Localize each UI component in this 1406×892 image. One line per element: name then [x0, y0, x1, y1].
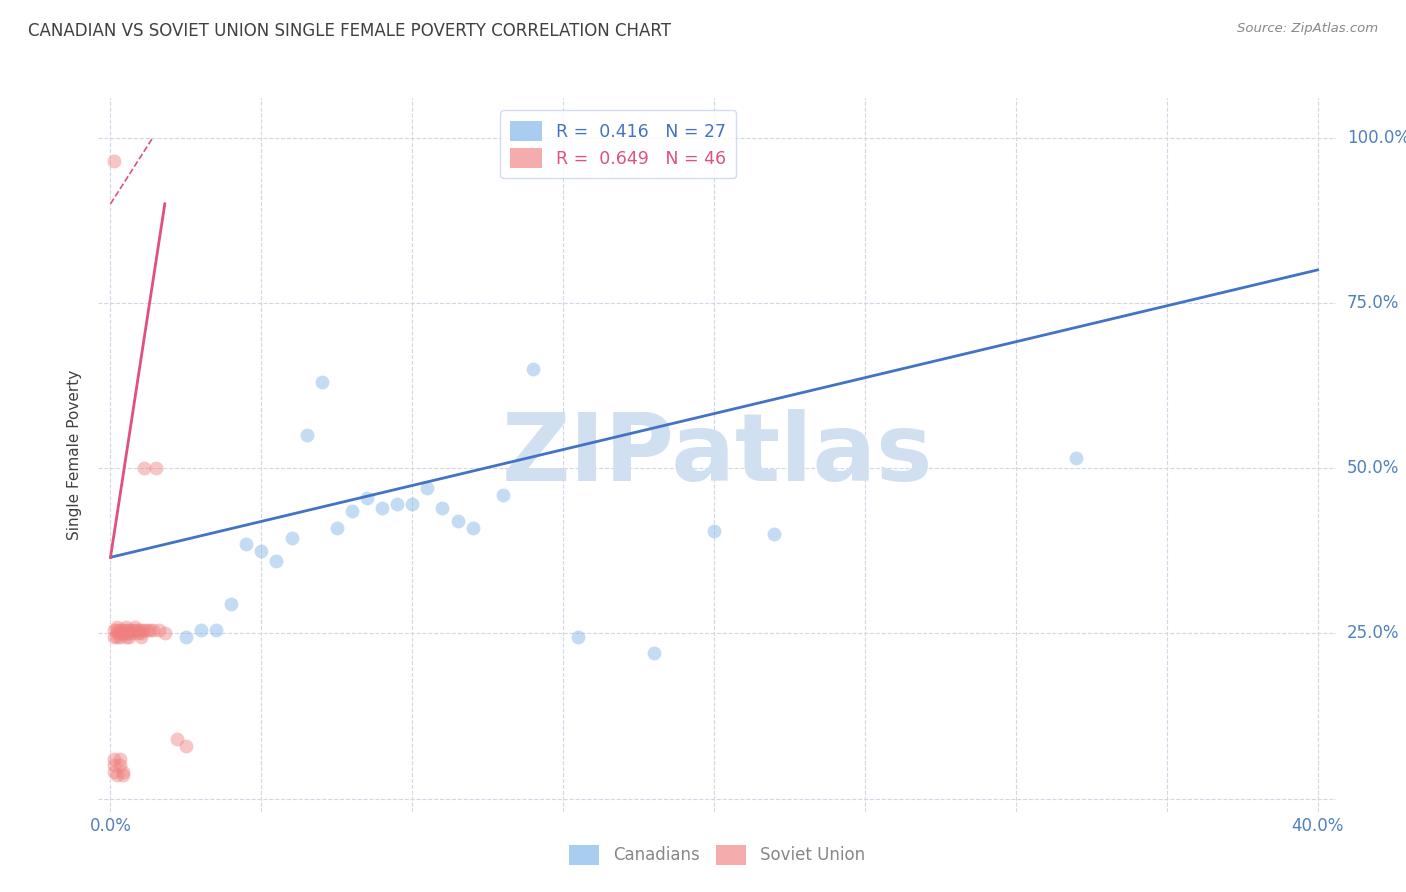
Point	[492, 487, 515, 501]
Point	[103, 765, 125, 780]
Point	[108, 630, 131, 644]
Text: ZIPatlas: ZIPatlas	[502, 409, 932, 501]
Point	[105, 768, 128, 782]
Point	[385, 498, 408, 512]
Text: Source: ZipAtlas.com: Source: ZipAtlas.com	[1237, 22, 1378, 36]
Point	[1064, 451, 1087, 466]
Point	[103, 752, 125, 766]
Point	[567, 630, 589, 644]
Point	[763, 527, 786, 541]
Point	[114, 623, 136, 637]
Point	[121, 626, 143, 640]
Text: CANADIAN VS SOVIET UNION SINGLE FEMALE POVERTY CORRELATION CHART: CANADIAN VS SOVIET UNION SINGLE FEMALE P…	[28, 22, 671, 40]
Point	[145, 461, 167, 475]
Point	[138, 623, 160, 637]
Point	[114, 620, 136, 634]
Point	[703, 524, 725, 538]
Point	[108, 752, 131, 766]
Point	[416, 481, 439, 495]
Point	[132, 461, 155, 475]
Point	[114, 626, 136, 640]
Point	[105, 626, 128, 640]
Point	[166, 732, 188, 747]
Point	[121, 623, 143, 637]
Point	[132, 623, 155, 637]
Point	[108, 626, 131, 640]
Point	[117, 630, 139, 644]
Point	[129, 630, 152, 644]
Point	[111, 626, 134, 640]
Point	[111, 623, 134, 637]
Point	[522, 362, 544, 376]
Point	[103, 623, 125, 637]
Point	[371, 500, 394, 515]
Point	[127, 626, 149, 640]
Point	[105, 620, 128, 634]
Point	[205, 623, 228, 637]
Point	[129, 626, 152, 640]
Point	[401, 498, 423, 512]
Point	[129, 623, 152, 637]
Point	[117, 623, 139, 637]
Point	[135, 623, 157, 637]
Legend: Canadians, Soviet Union: Canadians, Soviet Union	[562, 838, 872, 871]
Point	[643, 646, 665, 660]
Point	[105, 630, 128, 644]
Text: 100.0%: 100.0%	[1347, 128, 1406, 147]
Text: 75.0%: 75.0%	[1347, 294, 1399, 312]
Point	[235, 537, 257, 551]
Point	[461, 520, 484, 534]
Point	[326, 520, 349, 534]
Point	[117, 626, 139, 640]
Point	[103, 630, 125, 644]
Text: 25.0%: 25.0%	[1347, 624, 1399, 642]
Point	[105, 623, 128, 637]
Point	[432, 500, 454, 515]
Point	[250, 543, 273, 558]
Point	[114, 630, 136, 644]
Point	[108, 623, 131, 637]
Point	[340, 504, 363, 518]
Point	[190, 623, 212, 637]
Point	[266, 554, 288, 568]
Point	[124, 623, 146, 637]
Point	[446, 514, 468, 528]
Y-axis label: Single Female Poverty: Single Female Poverty	[67, 370, 83, 540]
Point	[311, 376, 333, 390]
Point	[103, 758, 125, 772]
Point	[111, 765, 134, 780]
Point	[174, 630, 197, 644]
Point	[124, 620, 146, 634]
Text: 50.0%: 50.0%	[1347, 459, 1399, 477]
Point	[103, 153, 125, 168]
Point	[219, 597, 242, 611]
Point	[111, 768, 134, 782]
Point	[127, 623, 149, 637]
Point	[108, 758, 131, 772]
Point	[356, 491, 378, 505]
Point	[148, 623, 170, 637]
Point	[280, 531, 302, 545]
Point	[153, 626, 176, 640]
Point	[174, 739, 197, 753]
Point	[295, 428, 318, 442]
Point	[142, 623, 165, 637]
